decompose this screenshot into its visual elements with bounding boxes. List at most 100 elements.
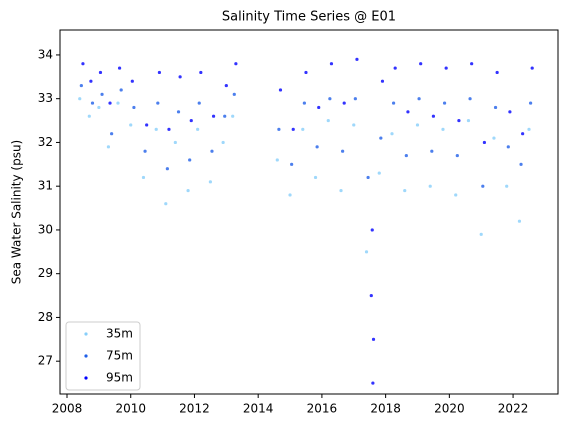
y-tick-label: 28 (38, 310, 53, 324)
y-tick-label: 33 (38, 91, 53, 105)
data-point (98, 70, 103, 75)
data-point (302, 101, 306, 105)
data-point (442, 101, 447, 105)
data-point (157, 70, 162, 75)
data-point (186, 188, 190, 193)
data-point (495, 70, 499, 75)
x-tick-label: 2012 (179, 402, 210, 416)
data-point (527, 127, 531, 131)
data-point (329, 62, 334, 66)
data-point (505, 184, 509, 188)
y-tick-label: 30 (38, 222, 53, 236)
data-point (530, 66, 534, 70)
data-point (431, 114, 436, 118)
data-point (223, 114, 227, 118)
data-point (154, 127, 158, 131)
data-point (211, 114, 216, 118)
data-point (355, 57, 359, 61)
data-point (119, 88, 123, 92)
data-point (130, 79, 134, 83)
data-point (364, 250, 369, 254)
data-point (290, 162, 294, 166)
data-point (129, 123, 133, 127)
data-point (430, 149, 434, 153)
data-point (519, 162, 523, 166)
data-point (315, 145, 319, 149)
data-point (457, 118, 461, 123)
data-point (482, 140, 486, 145)
data-point (493, 105, 498, 110)
data-point (156, 101, 160, 105)
data-point (352, 123, 356, 127)
data-point (196, 127, 200, 131)
data-point (492, 136, 496, 140)
data-point (353, 97, 357, 101)
data-point (393, 66, 397, 70)
data-point (371, 381, 375, 385)
data-point (277, 127, 281, 131)
data-point (370, 228, 374, 232)
data-point (317, 105, 321, 110)
data-point (224, 83, 228, 88)
data-point (328, 97, 332, 101)
legend-marker (84, 354, 88, 358)
y-tick-label: 27 (38, 354, 53, 368)
data-point (197, 101, 201, 105)
data-point (108, 101, 112, 105)
data-point (470, 62, 474, 66)
data-point (404, 153, 408, 158)
y-tick-label: 34 (38, 47, 53, 61)
data-point (79, 83, 83, 88)
data-point (173, 140, 177, 145)
data-point (231, 114, 235, 118)
data-point (275, 158, 279, 162)
data-point (87, 114, 91, 118)
data-point (232, 92, 236, 96)
x-tick-label: 2010 (115, 402, 146, 416)
data-point (517, 219, 522, 223)
data-point (455, 153, 459, 158)
data-point (369, 293, 373, 298)
data-point (377, 171, 381, 175)
data-point (234, 62, 238, 66)
x-tick-label: 2018 (370, 402, 401, 416)
data-point (100, 92, 104, 96)
data-point (116, 101, 120, 105)
y-axis-label: Sea Water Salinity (psu) (10, 140, 24, 285)
legend-label: 35m (106, 327, 133, 341)
data-point (481, 184, 485, 188)
data-point (479, 232, 483, 236)
data-point (390, 132, 394, 136)
data-point (326, 118, 330, 123)
legend-label: 75m (106, 349, 133, 363)
data-point (419, 62, 423, 66)
data-point (304, 70, 308, 75)
data-point (366, 175, 370, 180)
data-point (110, 132, 114, 136)
data-point (178, 75, 182, 79)
legend-label: 95m (106, 371, 133, 385)
data-point (521, 132, 525, 136)
data-point (371, 337, 376, 341)
data-point (454, 193, 458, 197)
data-point (78, 97, 82, 101)
data-point (188, 158, 192, 162)
plot-frame (59, 29, 559, 395)
legend-marker (84, 332, 88, 336)
data-point (176, 110, 181, 114)
data-point (97, 105, 101, 110)
data-point (278, 88, 283, 92)
data-point (208, 180, 212, 184)
data-point (417, 97, 421, 101)
data-point (141, 175, 146, 180)
data-point (117, 66, 122, 70)
x-tick-label: 2008 (52, 402, 83, 416)
data-point (339, 188, 343, 193)
data-point (167, 127, 171, 131)
data-point (106, 145, 111, 149)
x-tick-label: 2020 (434, 402, 465, 416)
x-tick-label: 2016 (307, 402, 338, 416)
data-point (164, 202, 168, 206)
data-point (415, 123, 420, 127)
x-tick-label: 2014 (243, 402, 274, 416)
